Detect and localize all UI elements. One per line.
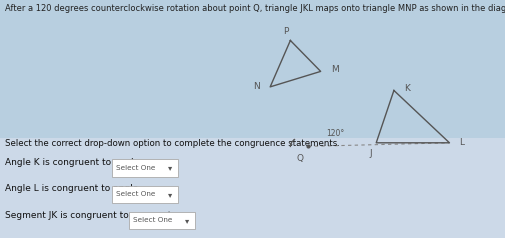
Text: Select One: Select One: [116, 165, 155, 171]
Text: P: P: [283, 27, 288, 36]
Text: Select the correct drop-down option to complete the congruence statements.: Select the correct drop-down option to c…: [5, 139, 340, 148]
FancyBboxPatch shape: [112, 186, 178, 203]
Text: L: L: [460, 138, 465, 147]
Text: After a 120 degrees counterclockwise rotation about point Q, triangle JKL maps o: After a 120 degrees counterclockwise rot…: [5, 4, 505, 13]
Text: Segment JK is congruent to segment: Segment JK is congruent to segment: [5, 211, 171, 220]
Text: Angle L is congruent to angle: Angle L is congruent to angle: [5, 184, 138, 193]
Text: ▾: ▾: [185, 216, 189, 225]
Text: J: J: [370, 149, 373, 158]
FancyBboxPatch shape: [129, 212, 195, 229]
Text: K: K: [404, 84, 410, 93]
Text: M: M: [331, 64, 338, 74]
Text: ▾: ▾: [168, 164, 172, 173]
Text: Select One: Select One: [133, 217, 172, 223]
FancyBboxPatch shape: [112, 159, 178, 177]
Text: ▾: ▾: [168, 190, 172, 199]
Text: Angle K is congruent to angle: Angle K is congruent to angle: [5, 158, 139, 167]
Bar: [0, 138, 505, 238]
Text: 120°: 120°: [326, 129, 344, 138]
Text: Q: Q: [297, 154, 304, 163]
Text: N: N: [254, 82, 260, 91]
Text: Select One: Select One: [116, 191, 155, 197]
